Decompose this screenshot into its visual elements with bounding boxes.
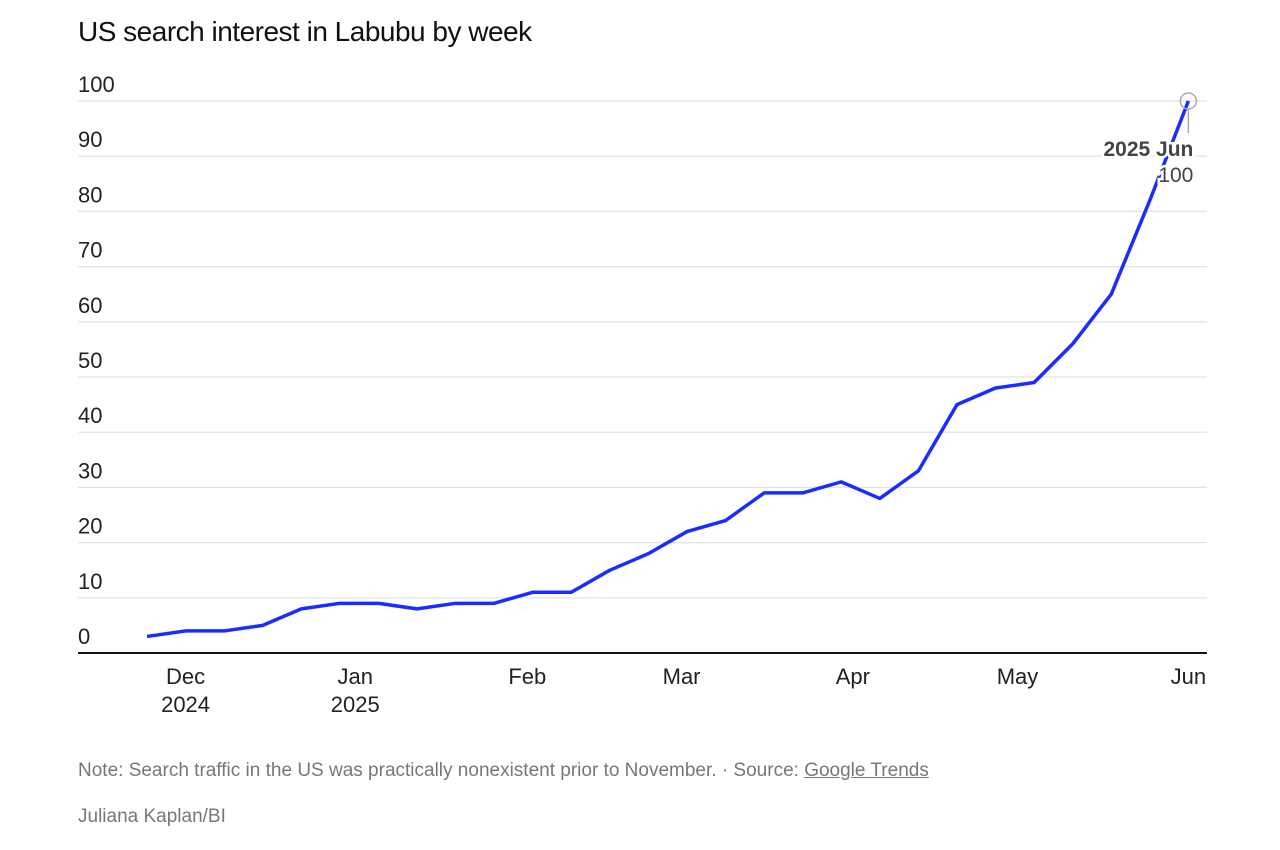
x-tick-year-label: 2024 bbox=[161, 692, 210, 717]
x-tick-label: Jun bbox=[1171, 664, 1206, 689]
y-tick-label: 90 bbox=[78, 127, 102, 152]
note-text: Note: Search traffic in the US was pract… bbox=[78, 760, 805, 781]
y-tick-label: 70 bbox=[78, 238, 102, 263]
y-tick-label: 0 bbox=[78, 624, 90, 649]
chart-credit: Juliana Kaplan/BI bbox=[78, 806, 226, 827]
y-tick-label: 100 bbox=[78, 72, 115, 97]
chart-title: US search interest in Labubu by week bbox=[78, 16, 532, 47]
x-tick-year-label: 2025 bbox=[331, 692, 380, 717]
y-tick-label: 40 bbox=[78, 403, 102, 428]
chart-note: Note: Search traffic in the US was pract… bbox=[78, 760, 929, 782]
series-line bbox=[146, 100, 1191, 639]
x-tick-label: Jan bbox=[338, 664, 373, 689]
y-tick-label: 20 bbox=[78, 514, 102, 539]
y-tick-label: 50 bbox=[78, 348, 102, 373]
y-tick-label: 10 bbox=[78, 569, 102, 594]
x-tick-label: May bbox=[997, 664, 1039, 689]
y-tick-label: 30 bbox=[78, 458, 102, 483]
x-tick-label: Dec bbox=[166, 664, 205, 689]
annotation-label: 2025 Jun bbox=[1103, 138, 1193, 161]
source-link[interactable]: Google Trends bbox=[804, 760, 929, 781]
y-tick-label: 60 bbox=[78, 293, 102, 318]
y-tick-label: 80 bbox=[78, 182, 102, 207]
x-tick-label: Apr bbox=[836, 664, 870, 689]
x-tick-label: Feb bbox=[508, 664, 546, 689]
x-tick-label: Mar bbox=[663, 664, 701, 689]
annotation-value: 100 bbox=[1158, 164, 1193, 187]
